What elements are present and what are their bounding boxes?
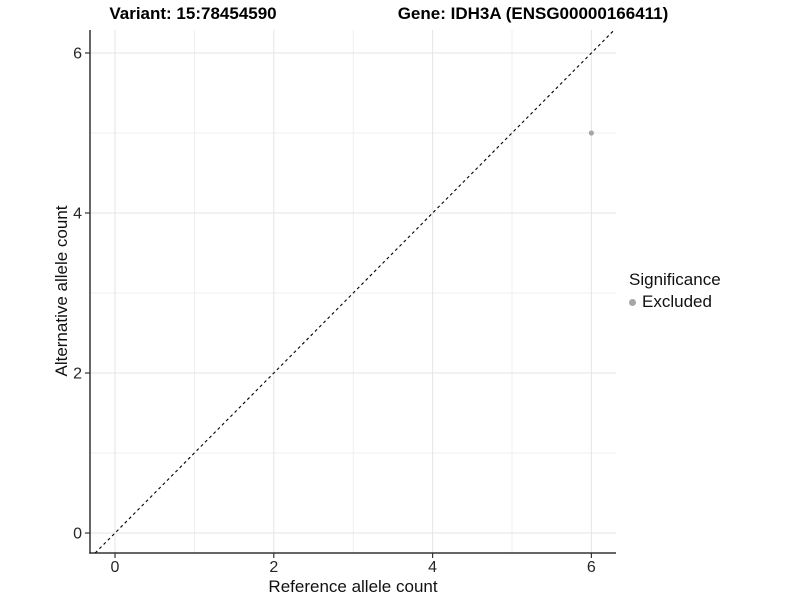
legend-title: Significance — [629, 270, 721, 289]
x-axis-label: Reference allele count — [268, 577, 438, 596]
y-tick-label: 6 — [73, 46, 82, 63]
variant-title: Variant: 15:78454590 — [109, 4, 277, 23]
data-point — [588, 130, 594, 136]
y-tick-label: 4 — [73, 206, 82, 223]
x-tick-label: 2 — [269, 559, 278, 576]
y-tick-label: 0 — [73, 526, 82, 543]
x-tick-label: 6 — [587, 559, 596, 576]
legend-item-label: Excluded — [642, 292, 712, 311]
x-tick-label: 0 — [111, 559, 120, 576]
y-tick-label: 2 — [73, 366, 82, 383]
x-tick-label: 4 — [428, 559, 437, 576]
identity-dashed-line — [94, 29, 615, 554]
legend-item-excluded: Excluded — [629, 292, 721, 312]
legend: Significance Excluded — [629, 270, 721, 312]
gene-title: Gene: IDH3A (ENSG00000166411) — [397, 4, 669, 23]
legend-point-icon — [629, 298, 636, 306]
